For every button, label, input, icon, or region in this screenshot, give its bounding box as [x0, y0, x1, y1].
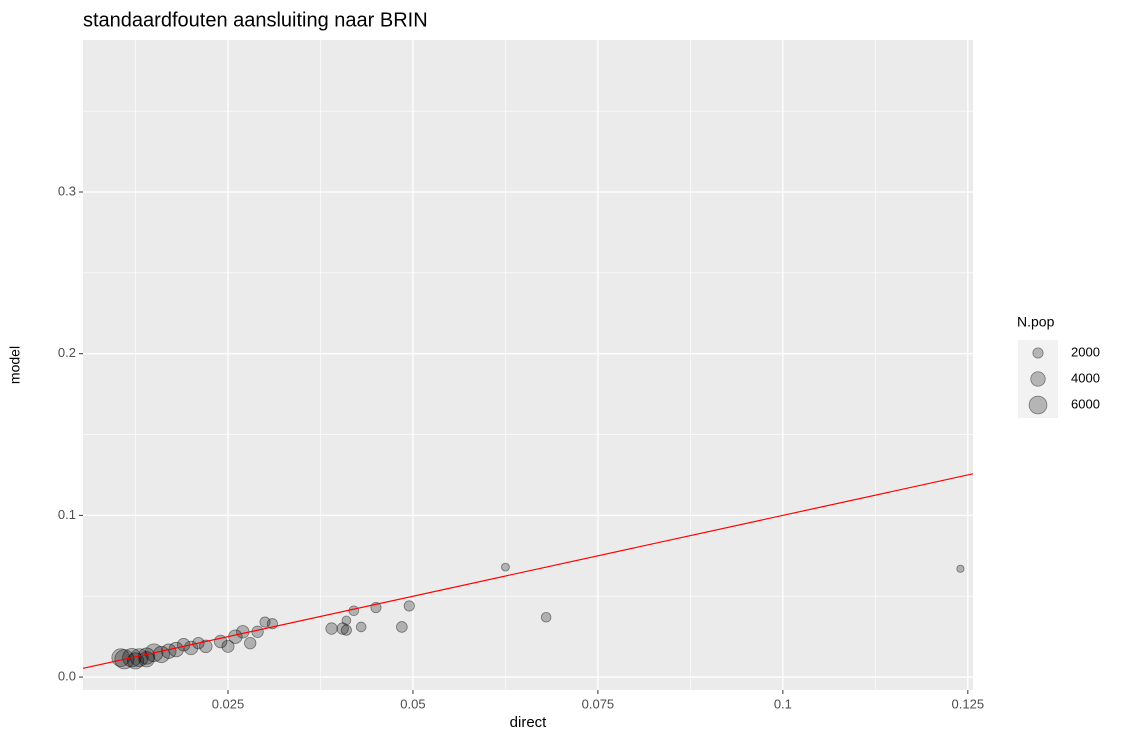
point	[956, 564, 965, 573]
legend-key	[1018, 340, 1058, 366]
x-tick-label: 0.125	[952, 696, 985, 711]
point	[221, 639, 235, 653]
x-tick-label: 0.075	[582, 696, 615, 711]
legend-point	[1028, 395, 1048, 415]
y-axis-label: model	[7, 346, 23, 384]
point	[259, 616, 271, 628]
legend-title: N.pop	[1017, 314, 1055, 330]
y-tick-label: 0.3	[58, 183, 76, 198]
legend-point	[1032, 347, 1044, 359]
y-tick-label: 0.1	[58, 507, 76, 522]
x-tick-label: 0.05	[400, 696, 425, 711]
legend-label: 6000	[1071, 396, 1100, 411]
point	[355, 621, 367, 633]
reference-line	[83, 473, 973, 669]
x-tick-label: 0.025	[212, 696, 245, 711]
grid	[83, 40, 973, 690]
point	[348, 605, 360, 617]
legend-point	[1030, 371, 1046, 387]
legend-label: 4000	[1071, 370, 1100, 385]
point	[501, 562, 510, 572]
panel	[83, 40, 973, 690]
legend-label: 2000	[1071, 344, 1100, 359]
point	[540, 611, 552, 623]
legend-key	[1018, 366, 1058, 392]
point	[244, 636, 257, 650]
point	[126, 652, 145, 670]
point	[341, 615, 352, 626]
chart-title: standaardfouten aansluiting naar BRIN	[83, 9, 428, 31]
legend: 2000 4000 6000	[1018, 340, 1100, 418]
y-tick-label: 0.0	[58, 669, 76, 684]
point	[403, 600, 415, 612]
point	[251, 625, 264, 638]
legend-key	[1018, 392, 1058, 418]
point	[199, 639, 213, 654]
marks	[83, 473, 973, 670]
point	[111, 648, 131, 667]
point	[325, 622, 338, 635]
y-tick-label: 0.2	[58, 345, 76, 360]
x-tick-label: 0.1	[774, 696, 792, 711]
point	[336, 622, 349, 635]
point	[396, 621, 408, 633]
point	[340, 624, 352, 636]
x-axis-label: direct	[510, 714, 548, 731]
